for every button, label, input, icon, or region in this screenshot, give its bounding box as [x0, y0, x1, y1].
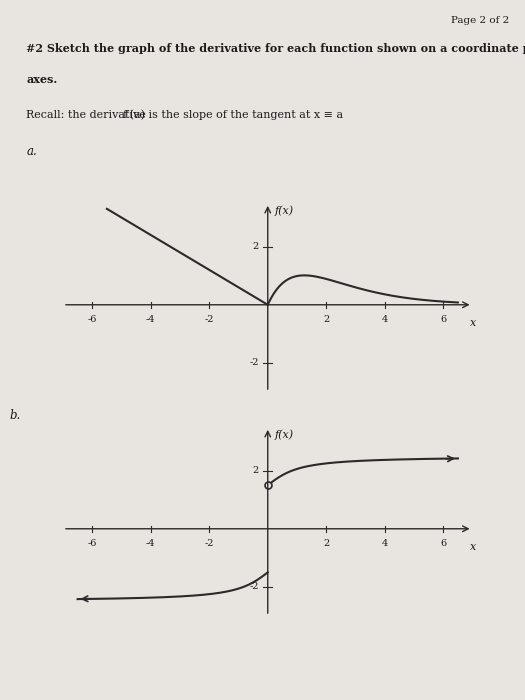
Text: axes.: axes.	[26, 74, 58, 85]
Text: 2: 2	[253, 466, 259, 475]
Text: f(x): f(x)	[275, 206, 294, 216]
Text: -4: -4	[146, 539, 155, 548]
Text: 2: 2	[253, 242, 259, 251]
Text: Recall: the derivative: Recall: the derivative	[26, 110, 150, 120]
Text: x: x	[469, 542, 476, 552]
Text: b.: b.	[9, 410, 20, 423]
Text: 4: 4	[382, 539, 388, 548]
Text: #2 Sketch the graph of the derivative for each function shown on a coordinate pl: #2 Sketch the graph of the derivative fo…	[26, 43, 525, 54]
Text: -6: -6	[88, 315, 97, 324]
Text: f′(a) is the slope of the tangent at x ≡ a: f′(a) is the slope of the tangent at x ≡…	[123, 110, 343, 120]
Text: 6: 6	[440, 539, 446, 548]
Text: -2: -2	[205, 539, 214, 548]
Text: -2: -2	[249, 358, 259, 368]
Text: -2: -2	[205, 315, 214, 324]
Text: 2: 2	[323, 539, 329, 548]
Text: -2: -2	[249, 582, 259, 592]
Text: a.: a.	[26, 145, 37, 158]
Text: -6: -6	[88, 539, 97, 548]
Text: 6: 6	[440, 315, 446, 324]
Text: f(x): f(x)	[275, 430, 294, 440]
Text: Page 2 of 2: Page 2 of 2	[451, 15, 509, 24]
Text: -4: -4	[146, 315, 155, 324]
Text: 2: 2	[323, 315, 329, 324]
Text: x: x	[469, 318, 476, 328]
Text: 4: 4	[382, 315, 388, 324]
